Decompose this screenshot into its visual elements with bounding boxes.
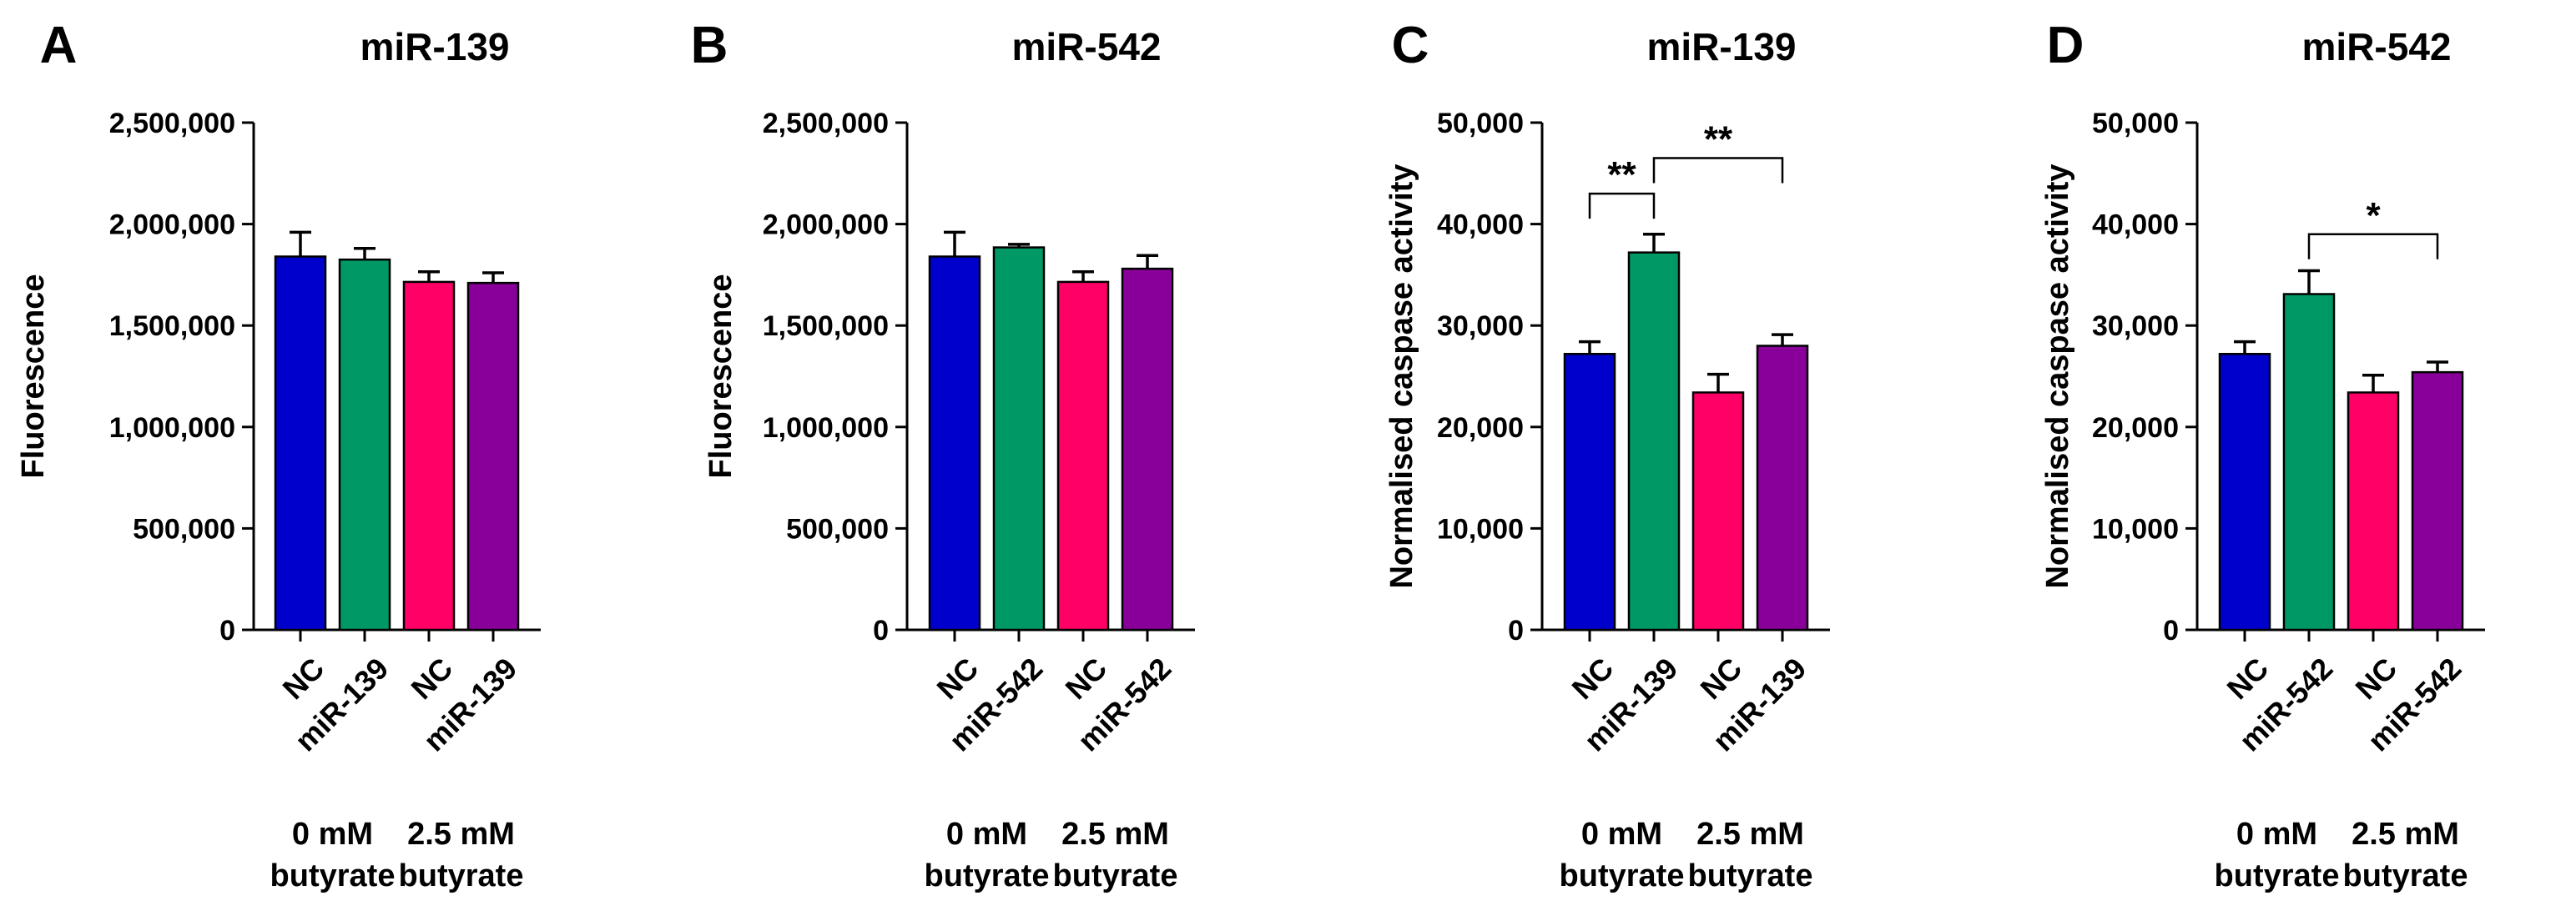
group-label-line2: butyrate [2215,858,2340,893]
bar-4 [466,281,520,632]
panel-letter: B [691,17,728,74]
chart-title: miR-139 [1647,25,1797,68]
bar-2 [338,258,391,632]
x-tick-label: NC [1059,651,1114,706]
group-label-line2: butyrate [2343,858,2468,893]
bar-1 [928,255,981,632]
group-label-line1: 0 mM [1581,817,1662,852]
bar-3 [1056,280,1110,632]
y-tick-label: 40,000 [1437,209,1524,241]
x-tick-label: NC [1565,651,1621,706]
x-tick-label: NC [1694,651,1749,706]
bar-4 [1756,345,1809,632]
group-label-line2: butyrate [925,858,1050,893]
group-label-line1: 2.5 mM [407,817,515,852]
panel-letter: A [40,17,78,74]
y-tick-label: 10,000 [1437,513,1524,545]
significance-bracket [2307,233,2439,259]
group-label-line1: 2.5 mM [1696,817,1804,852]
bar-2 [2282,293,2336,632]
significance-label: ** [1704,119,1733,160]
bar-1 [1563,352,1616,632]
y-tick-label: 50,000 [1437,108,1524,139]
group-label-line1: 0 mM [292,817,373,852]
y-tick-label: 30,000 [2092,310,2179,342]
y-tick-label: 500,000 [133,513,235,545]
group-label-line2: butyrate [1053,858,1178,893]
group-label-line2: butyrate [270,858,396,893]
bar-3 [1691,391,1745,632]
x-tick-label: NC [2221,651,2276,706]
y-tick-label: 20,000 [2092,412,2179,444]
group-label-line1: 0 mM [2236,817,2317,852]
bar-3 [402,280,456,632]
bar-4 [1121,267,1174,632]
y-tick-label: 2,500,000 [109,108,235,139]
significance-bracket [1652,157,1784,184]
group-label-line1: 2.5 mM [1061,817,1169,852]
significance-label: ** [1607,154,1636,195]
y-tick-label: 2,000,000 [109,209,235,241]
x-tick-label: NC [2349,651,2404,706]
chart-title: miR-139 [360,25,510,68]
y-axis-label: Fluorescence [16,274,51,479]
y-tick-label: 50,000 [2092,108,2179,139]
group-label-line1: 2.5 mM [2352,817,2459,852]
group-label-line1: 0 mM [946,817,1027,852]
x-tick-label: NC [405,651,460,706]
x-tick-label: NC [930,651,986,706]
y-tick-label: 0 [219,615,235,647]
bar-1 [274,255,327,632]
y-axis-label: Normalised caspase activity [2040,164,2075,588]
group-label-line2: butyrate [399,858,524,893]
y-tick-label: 500,000 [786,513,889,545]
y-tick-label: 0 [2163,615,2179,647]
panel-letter: D [2047,17,2084,74]
group-label-line2: butyrate [1688,858,1813,893]
y-tick-label: 0 [1508,615,1524,647]
y-axis-label: Normalised caspase activity [1384,164,1419,588]
y-axis-label: Fluorescence [703,274,739,479]
y-tick-label: 2,500,000 [763,108,889,139]
y-tick-label: 2,000,000 [763,209,889,241]
y-tick-label: 0 [873,615,889,647]
y-tick-label: 10,000 [2092,513,2179,545]
chart-title: miR-542 [2302,25,2452,68]
bar-3 [2347,391,2400,632]
y-tick-label: 1,000,000 [109,412,235,444]
significance-bracket [1588,192,1656,219]
bar-2 [992,246,1046,632]
significance-label: * [2366,195,2381,236]
chart-title: miR-542 [1012,25,1162,68]
y-tick-label: 20,000 [1437,412,1524,444]
panel-letter: C [1392,17,1429,74]
bar-1 [2218,352,2271,632]
y-tick-label: 30,000 [1437,310,1524,342]
y-tick-label: 1,500,000 [109,310,235,342]
y-tick-label: 40,000 [2092,209,2179,241]
group-label-line2: butyrate [1560,858,1685,893]
x-tick-label: NC [276,651,331,706]
bar-2 [1627,251,1681,632]
y-tick-label: 1,500,000 [763,310,889,342]
y-tick-label: 1,000,000 [763,412,889,444]
bar-4 [2411,370,2464,632]
